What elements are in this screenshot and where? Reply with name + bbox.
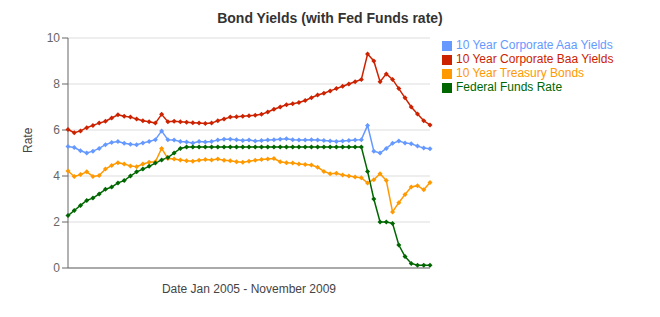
svg-text:Date Jan 2005 - November 2009: Date Jan 2005 - November 2009	[162, 282, 336, 296]
html-text:Bond Yields (with Fed Funds ra: Bond Yields (with Fed Funds rate)	[217, 10, 443, 26]
svg-text:0: 0	[53, 261, 60, 275]
html-text:10 Year Treasury Bonds: 10 Year Treasury Bonds	[456, 66, 585, 80]
svg-text:4: 4	[53, 169, 60, 183]
html-text:10 Year Corporate Aaa Yields: 10 Year Corporate Aaa Yields	[456, 38, 613, 52]
svg-text:8: 8	[53, 77, 60, 91]
html-text:Federal Funds Rate: Federal Funds Rate	[456, 80, 563, 94]
svg-text:2: 2	[53, 215, 60, 229]
html-text:10 Year Corporate Baa Yields: 10 Year Corporate Baa Yields	[456, 52, 614, 66]
svg-text:10: 10	[47, 31, 61, 45]
svg-text:Rate: Rate	[21, 127, 35, 153]
svg-text:6: 6	[53, 123, 60, 137]
